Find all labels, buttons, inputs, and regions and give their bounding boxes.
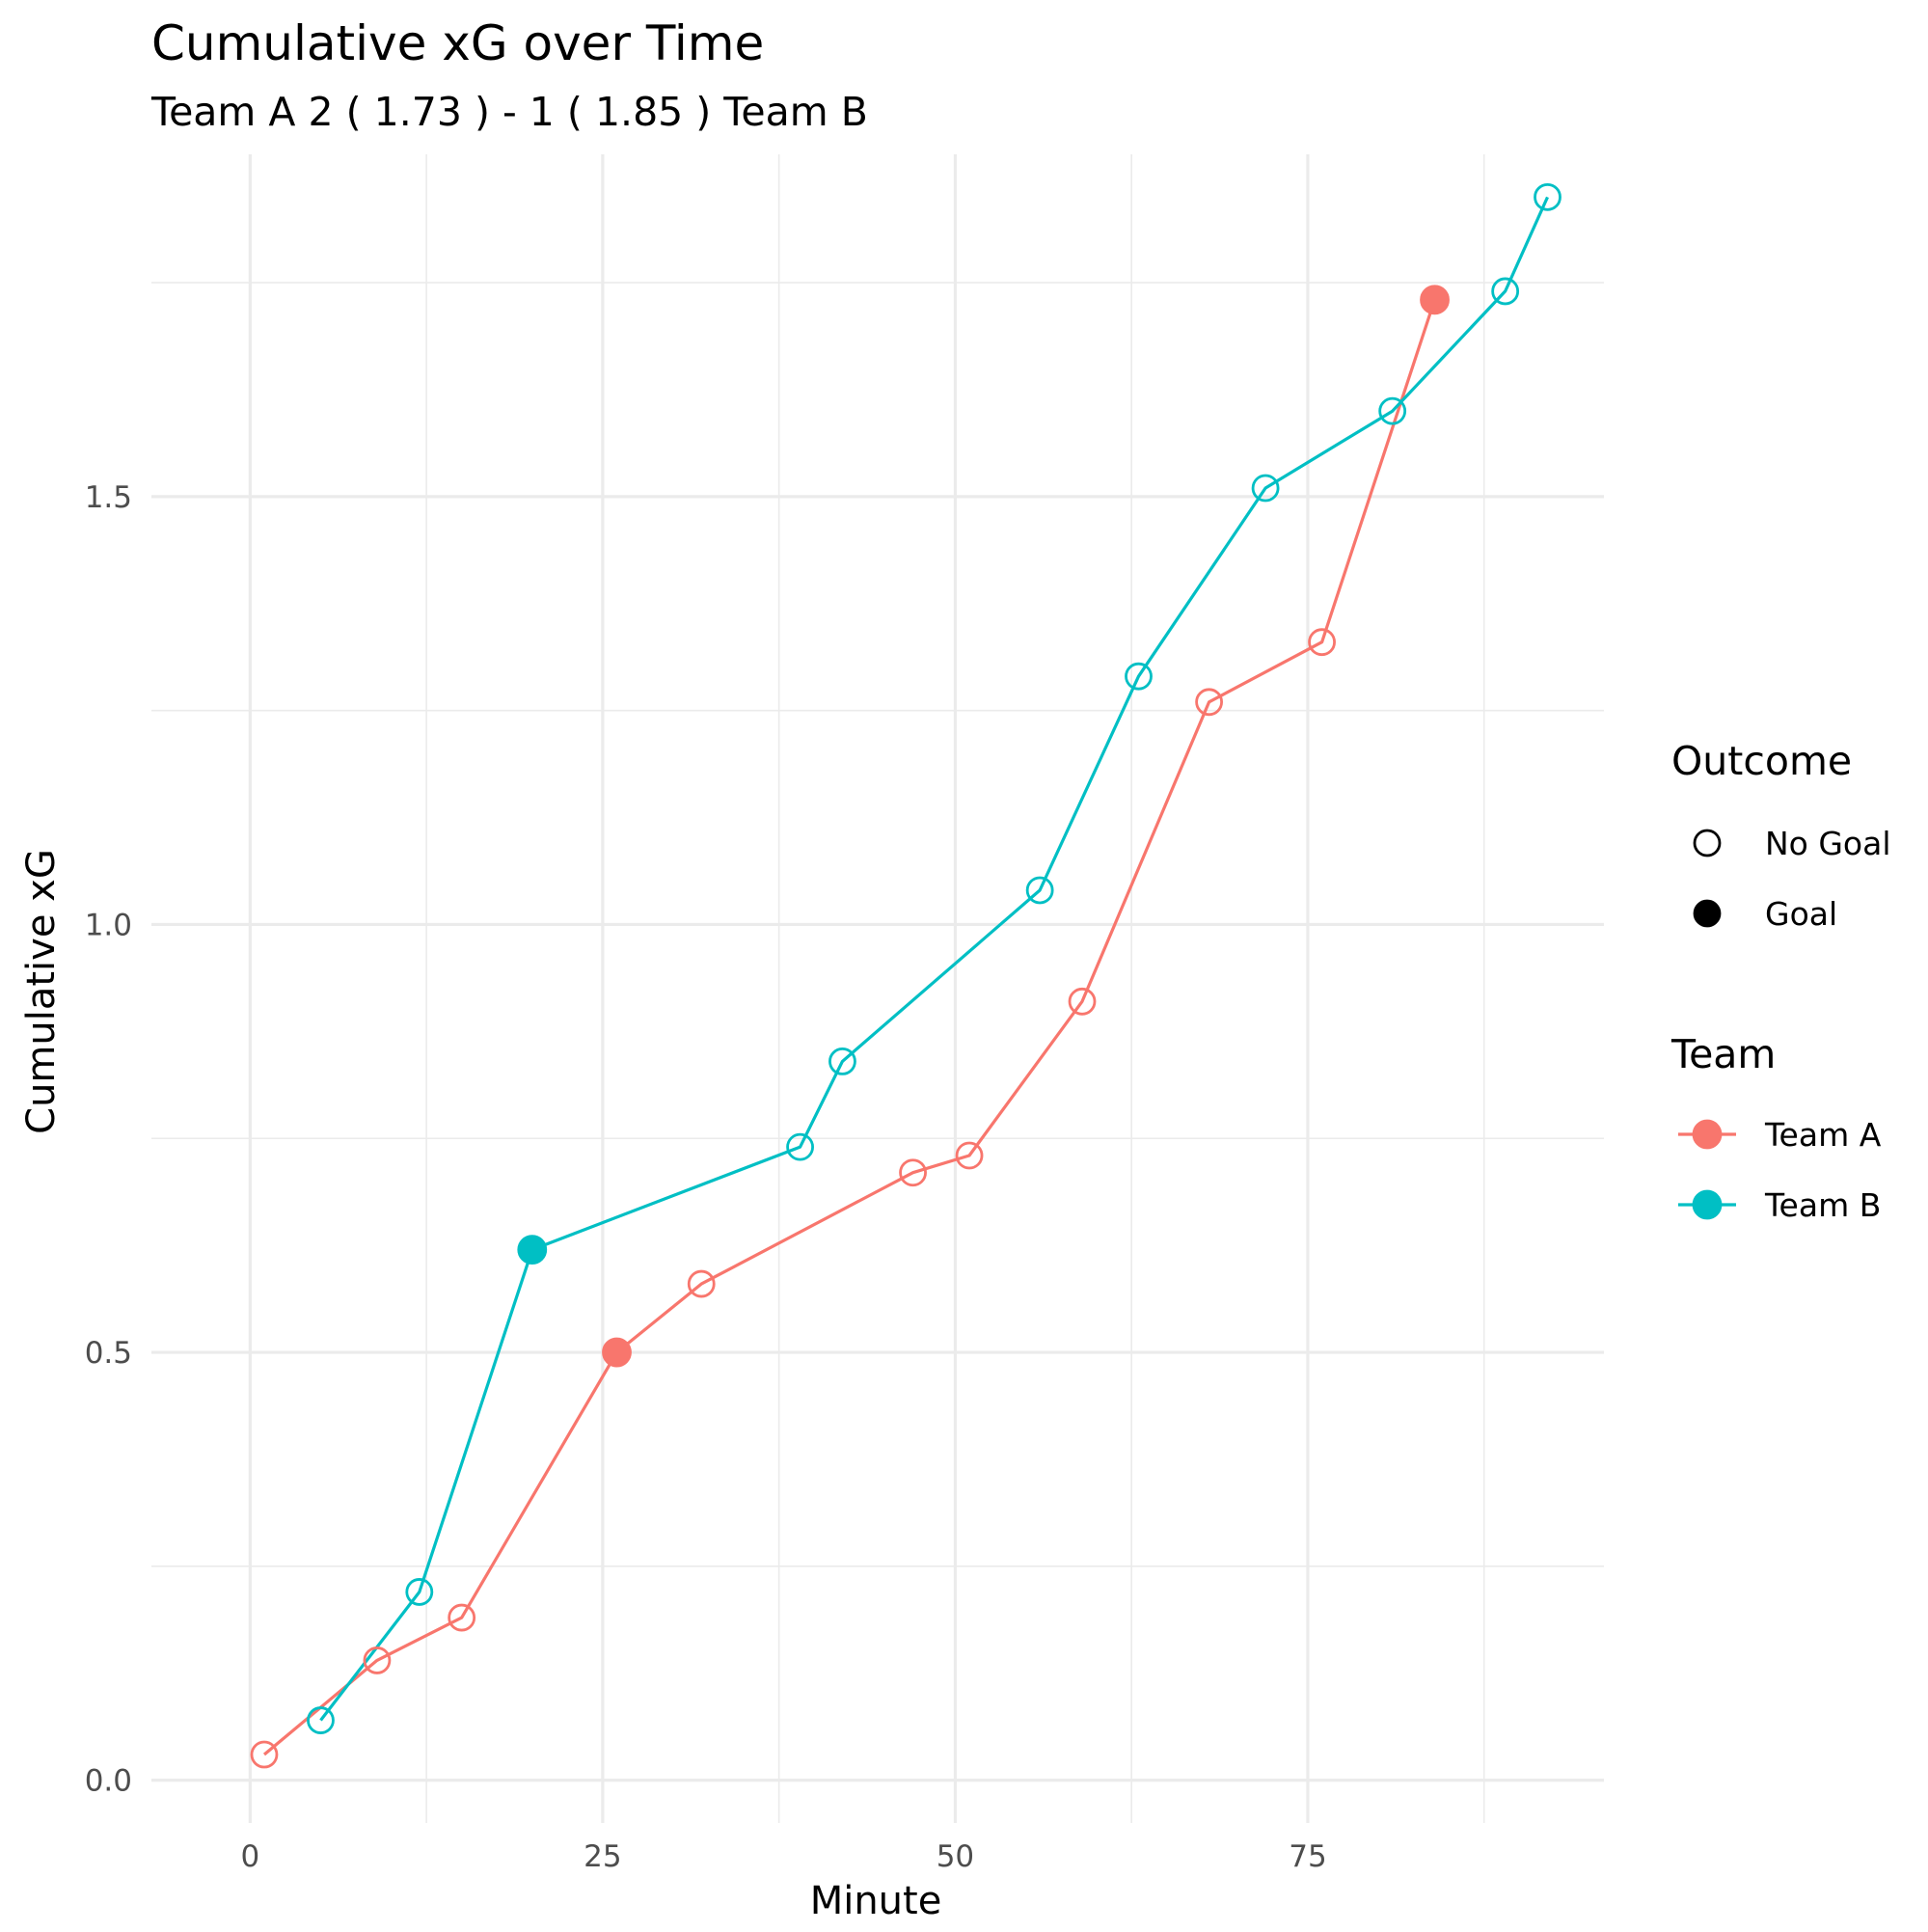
team-b-shot-point: [307, 1706, 335, 1734]
x-axis-title: Minute: [810, 1879, 942, 1923]
team-b-shot-point: [1378, 396, 1407, 425]
team-a-shot-point: [899, 1158, 927, 1187]
chart-title: Cumulative xG over Time: [151, 15, 764, 71]
legend-label: No Goal: [1765, 825, 1891, 862]
team-a-shot-point: [363, 1646, 392, 1674]
y-tick-label: 0.5: [85, 1336, 132, 1371]
axes: 0 25 50 75 0.0 0.5 1.0 1.5: [85, 480, 1327, 1874]
team-a-shot-point: [448, 1603, 476, 1632]
team-a-shot-point: [955, 1141, 984, 1170]
team-a-shot-point: [1308, 628, 1336, 657]
team-a-shot-point: [1195, 688, 1224, 717]
team-b-line: [319, 196, 1549, 1722]
team-b-shot-point: [786, 1132, 814, 1161]
team-a-goal-point: [602, 1337, 632, 1368]
legend-team-b-marker: [1692, 1189, 1723, 1220]
team-a-shot-point: [687, 1269, 716, 1298]
y-axis-title: Cumulative xG: [19, 849, 64, 1134]
x-tick-label: 25: [584, 1839, 621, 1874]
team-b-goal-point: [517, 1235, 548, 1265]
team-a-shot-point: [250, 1740, 279, 1769]
team-a-goal-point: [1420, 285, 1450, 315]
chart-subtitle: Team A 2 ( 1.73 ) - 1 ( 1.85 ) Team B: [150, 89, 868, 135]
x-tick-label: 50: [937, 1839, 974, 1874]
team-b-shot-point: [828, 1048, 856, 1075]
team-a-line: [262, 299, 1437, 1756]
y-tick-label: 1.0: [85, 908, 132, 942]
legend-goal-marker: [1693, 899, 1722, 928]
team-a-shot-point: [1068, 987, 1097, 1016]
team-b-shot-point: [1251, 474, 1280, 503]
team-b-shot-point: [1491, 277, 1520, 306]
y-tick-label: 0.0: [85, 1764, 132, 1799]
x-tick-label: 75: [1289, 1839, 1326, 1874]
legend-no-goal-marker: [1693, 829, 1722, 857]
team-b-shot-point: [405, 1578, 434, 1606]
series-lines: [262, 196, 1549, 1756]
legend-label: Goal: [1765, 895, 1837, 933]
legend-label: Team B: [1764, 1186, 1881, 1224]
x-tick-label: 0: [240, 1839, 259, 1874]
team-b-shot-point: [1125, 662, 1153, 691]
team-b-shot-point: [1025, 876, 1054, 905]
series-points: [250, 182, 1561, 1769]
legend-title-outcome: Outcome: [1671, 738, 1852, 784]
team-b-shot-point: [1534, 182, 1561, 211]
legend-team-a-marker: [1692, 1119, 1723, 1150]
legend-label: Team A: [1764, 1116, 1882, 1154]
grid: [151, 154, 1604, 1823]
legend-title-team: Team: [1670, 1031, 1776, 1077]
y-tick-label: 1.5: [85, 480, 132, 515]
legend: Outcome No Goal Goal Team Team A Team B: [1670, 738, 1891, 1224]
